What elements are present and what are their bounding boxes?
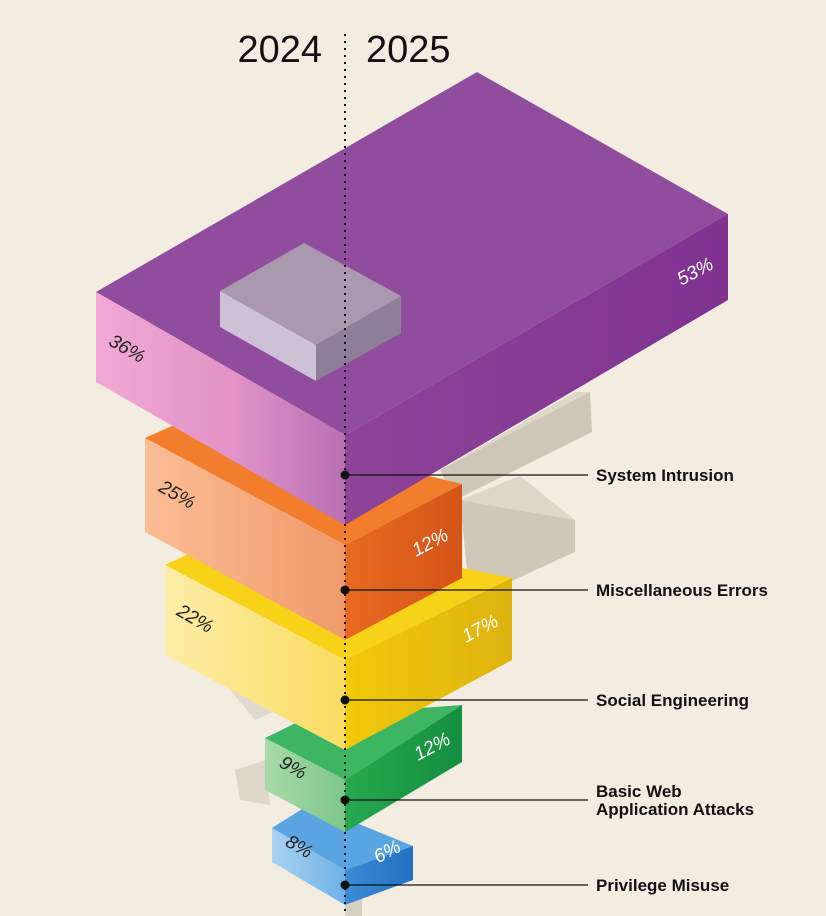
block-right-2025 — [345, 214, 728, 525]
shadow-block-1-top — [440, 392, 590, 470]
block-left-2024 — [96, 292, 345, 525]
category-label-2-0: Social Engineering — [596, 691, 749, 710]
percentage-labels: 36%25%22%9%8%53%12%17%12%6% — [105, 254, 717, 868]
inset-cube-right — [316, 296, 401, 381]
year-label-2024: 2024 — [237, 29, 322, 71]
block-top — [272, 804, 413, 870]
shadow-block-2-top — [460, 476, 575, 520]
category-label-0-0: System Intrusion — [596, 466, 734, 485]
category-label-4-0: Privilege Misuse — [596, 876, 729, 895]
block-privilege-misuse — [272, 804, 413, 905]
year-label-2025: 2025 — [366, 29, 451, 71]
block-right-2025 — [345, 846, 413, 905]
category-labels: System Intrusion Miscellaneous Errors Soci… — [340, 466, 768, 895]
category-label-1-0: Miscellaneous Errors — [596, 581, 768, 600]
block-left-2024 — [145, 438, 345, 640]
shadow-block-1 — [440, 392, 592, 500]
category-label-3-1: Application Attacks — [596, 800, 754, 819]
block-system-intrusion — [96, 72, 728, 525]
block-left-2024 — [165, 565, 345, 750]
inset-cube-left — [220, 291, 316, 381]
block-right-2025 — [345, 578, 512, 750]
block-left-2024 — [265, 738, 345, 832]
block-right-2025 — [345, 484, 462, 640]
shadow-block-4 — [235, 760, 270, 805]
category-label-3-0: Basic Web — [596, 782, 682, 801]
inset-cube-top — [220, 243, 401, 345]
block-left-2024 — [272, 828, 345, 905]
